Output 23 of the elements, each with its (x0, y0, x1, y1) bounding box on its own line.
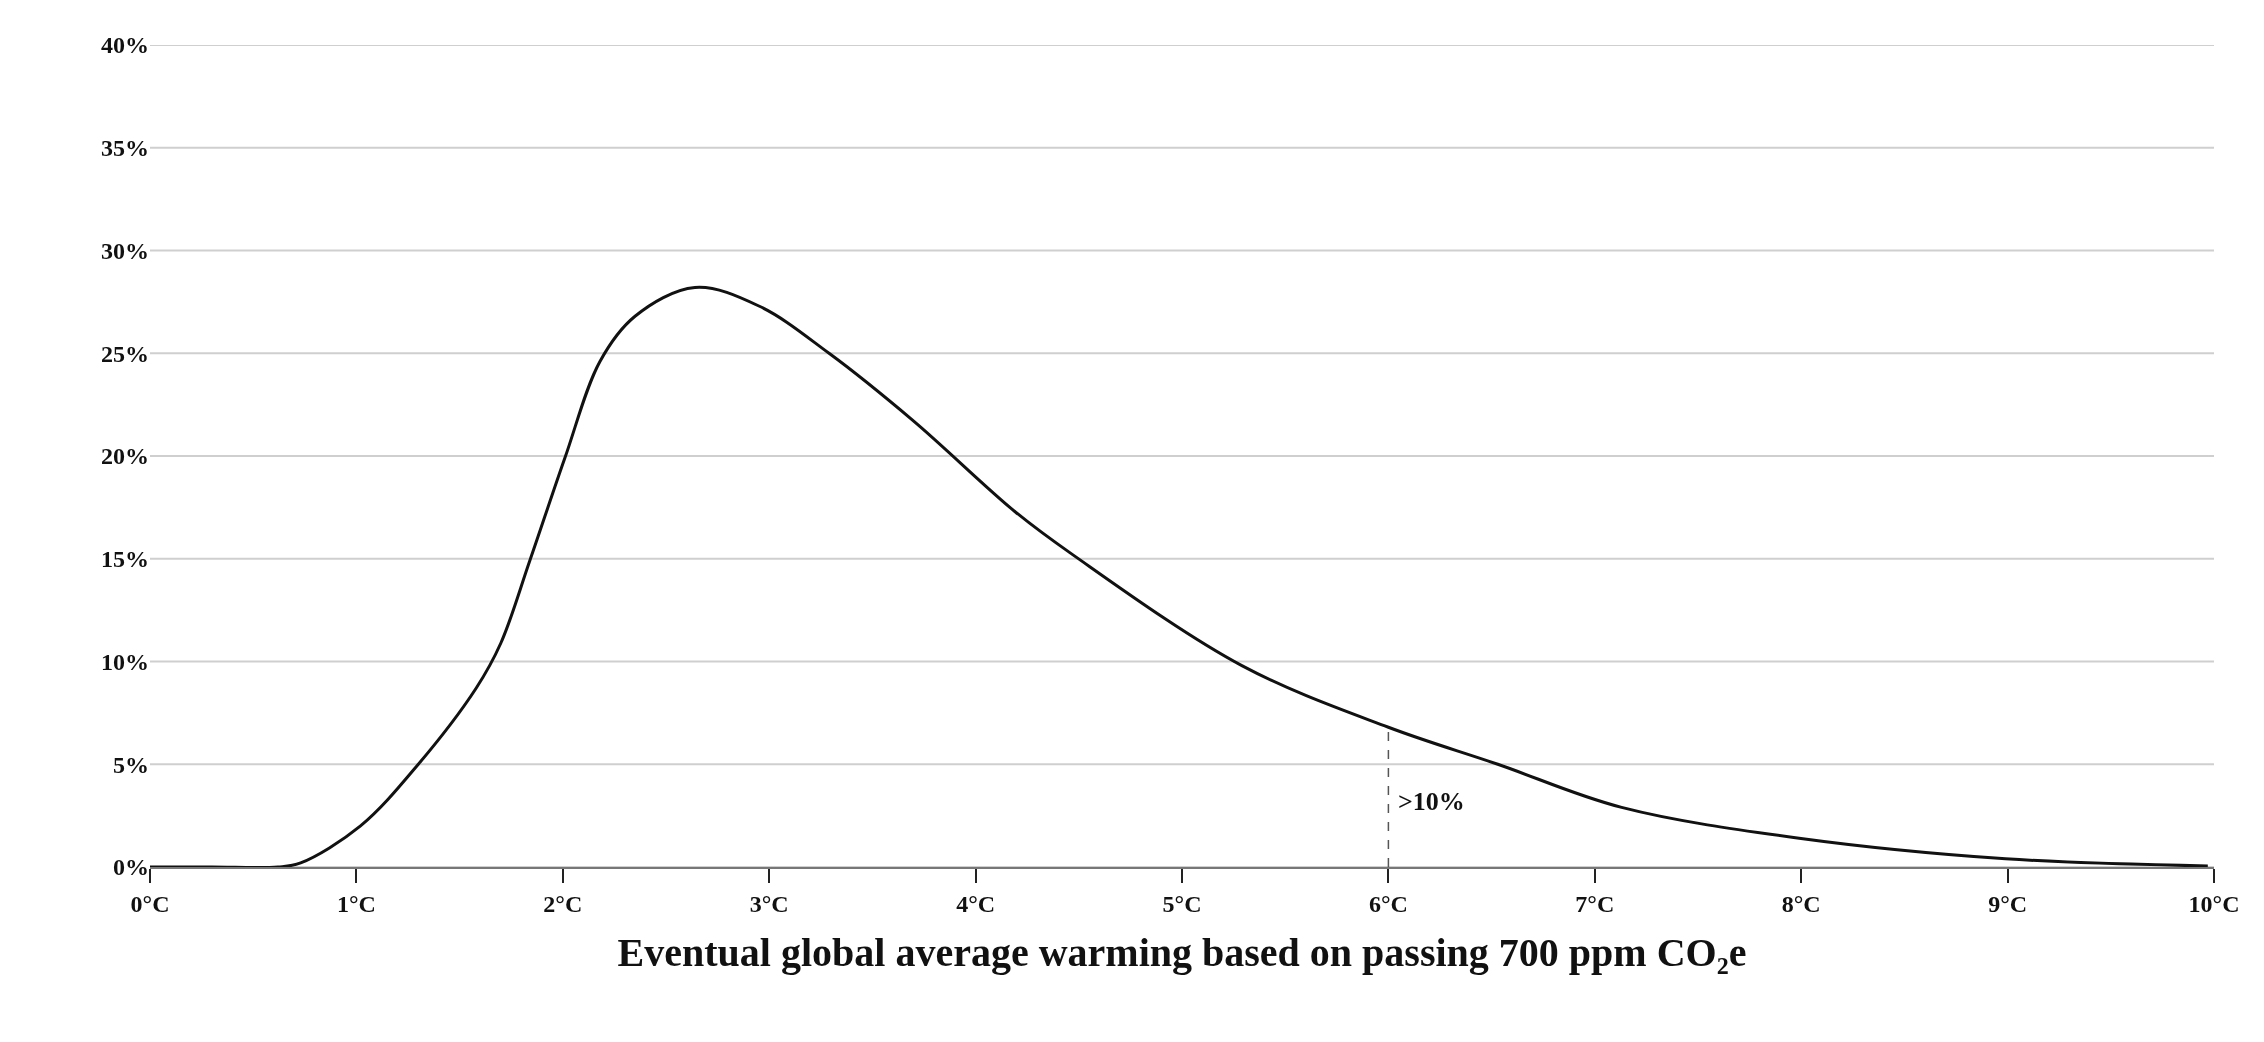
line-series (150, 285, 2210, 867)
y-tick-label: 5% (113, 751, 149, 778)
x-tick-label: 4°C (956, 890, 996, 917)
x-tick-label: 10°C (2188, 890, 2240, 917)
x-tick-label: 9°C (1988, 890, 2028, 917)
x-tick-label: 2°C (543, 890, 583, 917)
y-tick-label: 35% (101, 135, 149, 162)
y-tick-label: 10% (101, 648, 149, 675)
annotation: >10% (1398, 787, 1465, 816)
x-tick-label: 3°C (749, 890, 789, 917)
y-tick-label: 25% (101, 340, 149, 367)
x-tick-label: 0°C (130, 890, 170, 917)
y-tick-label: 20% (101, 443, 149, 470)
x-axis-title: Eventual global average warming based on passing 700 ppm CO₂e (617, 929, 1747, 975)
y-tick-label: 15% (101, 546, 149, 573)
x-tick-label: 1°C (336, 890, 376, 917)
x-tick-label: 6°C (1368, 890, 1408, 917)
x-tick-label: 7°C (1575, 890, 1615, 917)
x-tick-label: 5°C (1162, 890, 1202, 917)
x-tick-label: 8°C (1781, 890, 1821, 917)
y-tick-label: 40% (101, 32, 149, 59)
y-tick-label: 0% (113, 854, 149, 881)
y-tick-label: 30% (101, 237, 149, 264)
